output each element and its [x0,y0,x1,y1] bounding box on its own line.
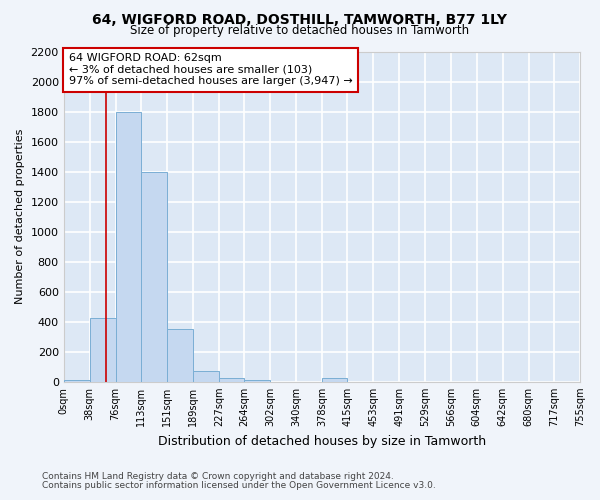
Bar [219,378,244,382]
Text: Size of property relative to detached houses in Tamworth: Size of property relative to detached ho… [130,24,470,37]
Text: Contains HM Land Registry data © Crown copyright and database right 2024.: Contains HM Land Registry data © Crown c… [42,472,394,481]
Bar [244,380,270,382]
Bar [89,318,116,382]
Bar [141,172,167,382]
Text: Contains public sector information licensed under the Open Government Licence v3: Contains public sector information licen… [42,481,436,490]
Bar [167,330,193,382]
Text: 64 WIGFORD ROAD: 62sqm
← 3% of detached houses are smaller (103)
97% of semi-det: 64 WIGFORD ROAD: 62sqm ← 3% of detached … [69,53,353,86]
Bar [116,112,141,382]
Bar [64,380,89,382]
Y-axis label: Number of detached properties: Number of detached properties [15,129,25,304]
X-axis label: Distribution of detached houses by size in Tamworth: Distribution of detached houses by size … [158,434,486,448]
Text: 64, WIGFORD ROAD, DOSTHILL, TAMWORTH, B77 1LY: 64, WIGFORD ROAD, DOSTHILL, TAMWORTH, B7… [92,12,508,26]
Bar [322,378,347,382]
Bar [193,370,219,382]
